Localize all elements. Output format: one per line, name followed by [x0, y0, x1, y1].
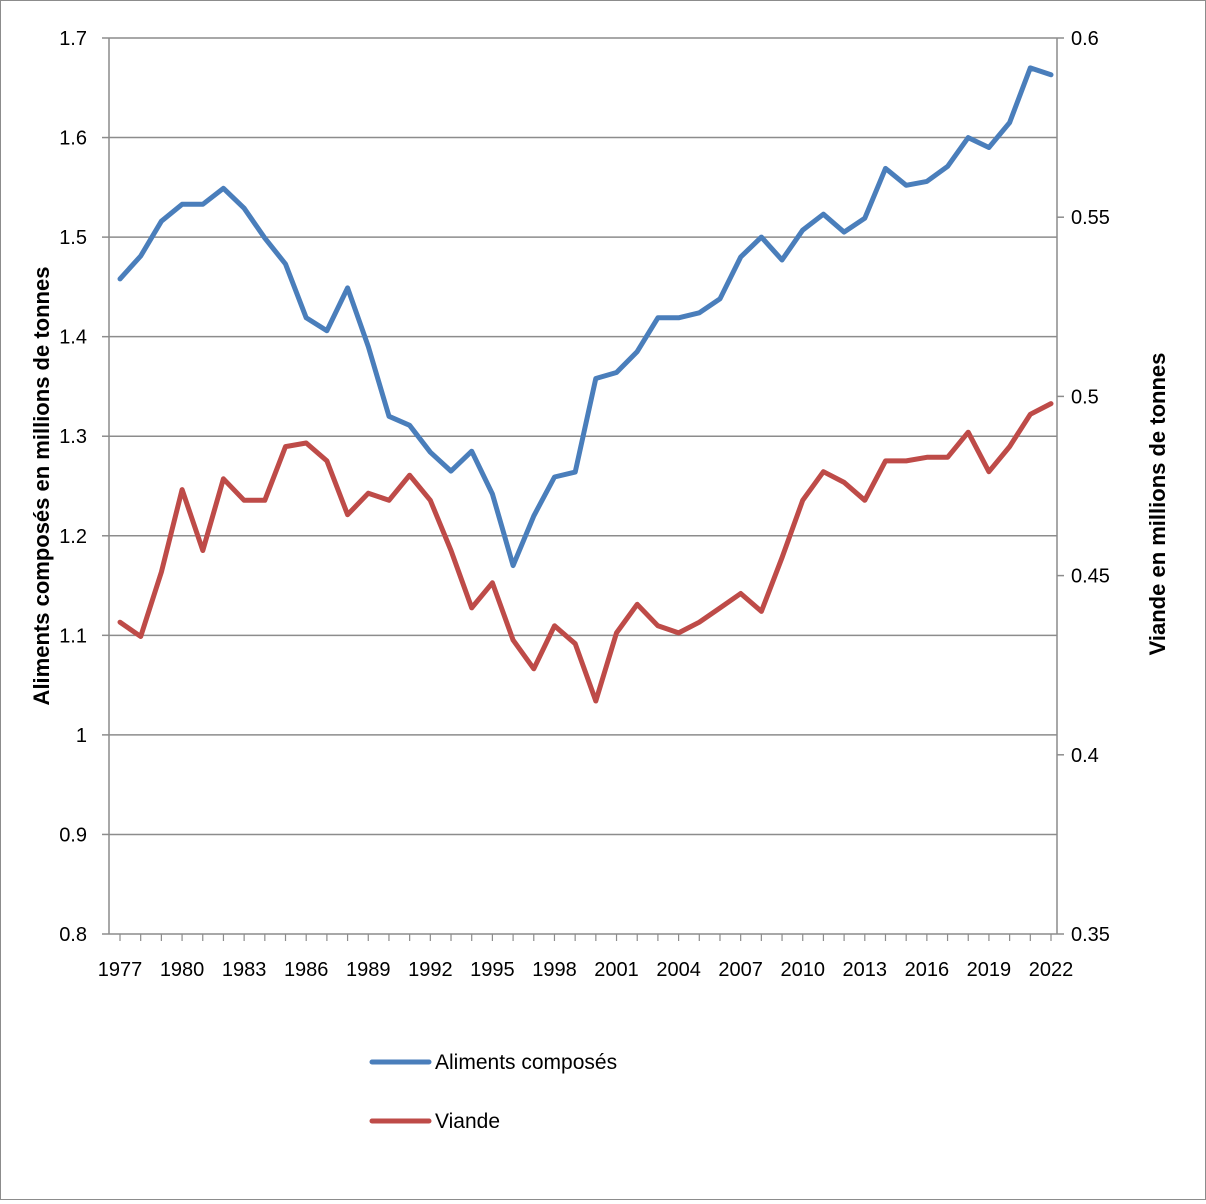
left-tick-label: 1.3 — [59, 426, 87, 448]
x-tick-label: 2019 — [967, 959, 1012, 981]
series-line-viande — [117, 401, 1054, 704]
left-tick-label: 1.5 — [59, 227, 87, 249]
x-tick-label: 2022 — [1029, 959, 1074, 981]
left-axis-title: Aliments composés en millions de tonnes — [29, 267, 54, 706]
series-line-aliments-composes — [117, 65, 1054, 569]
left-tick-label: 0.8 — [59, 924, 87, 946]
right-tick-label: 0.6 — [1071, 28, 1099, 50]
right-tick-label: 0.4 — [1071, 745, 1099, 767]
left-tick-label: 1.7 — [59, 28, 87, 50]
left-tick-label: 1.2 — [59, 526, 87, 548]
x-tick-label: 1983 — [222, 959, 267, 981]
axes — [108, 38, 1058, 935]
x-tick-label: 2004 — [656, 959, 701, 981]
x-tick-label: 1977 — [98, 959, 143, 981]
left-tick-label: 1.4 — [59, 327, 87, 349]
x-axis-ticks: 1977 1980 1983 1986 1989 1992 1995 1998 2001 2004… — [98, 934, 1074, 981]
legend-label: Aliments composés — [435, 1051, 617, 1074]
right-axis-title: Viande en millions de tonnes — [1145, 353, 1170, 656]
x-tick-label: 1998 — [532, 959, 577, 981]
x-tick-label: 1986 — [284, 959, 329, 981]
left-axis-ticks: 0.8 0.9 1 1.1 1.2 1.3 1.4 1.5 1.6 1.7 — [59, 28, 109, 946]
x-tick-label: 2013 — [843, 959, 888, 981]
legend: Aliments composés Viande — [369, 1051, 617, 1133]
left-tick-label: 1.1 — [59, 625, 87, 647]
right-tick-label: 0.35 — [1071, 924, 1110, 946]
left-tick-label: 0.9 — [59, 824, 87, 846]
x-tick-label: 2007 — [718, 959, 763, 981]
right-axis-ticks: 0.35 0.4 0.45 0.5 0.55 0.6 — [1057, 28, 1110, 946]
right-tick-label: 0.5 — [1071, 386, 1099, 408]
x-tick-label: 2001 — [594, 959, 639, 981]
series-lines — [117, 65, 1054, 704]
x-tick-label: 1989 — [346, 959, 391, 981]
x-tick-label: 2010 — [780, 959, 825, 981]
x-tick-label: 1992 — [408, 959, 453, 981]
x-tick-label: 1995 — [470, 959, 515, 981]
left-tick-label: 1 — [76, 725, 87, 747]
left-tick-label: 1.6 — [59, 128, 87, 150]
x-tick-label: 1980 — [160, 959, 205, 981]
legend-label: Viande — [435, 1110, 500, 1133]
right-tick-label: 0.45 — [1071, 566, 1110, 588]
right-tick-label: 0.55 — [1071, 207, 1110, 229]
x-tick-label: 2016 — [905, 959, 950, 981]
